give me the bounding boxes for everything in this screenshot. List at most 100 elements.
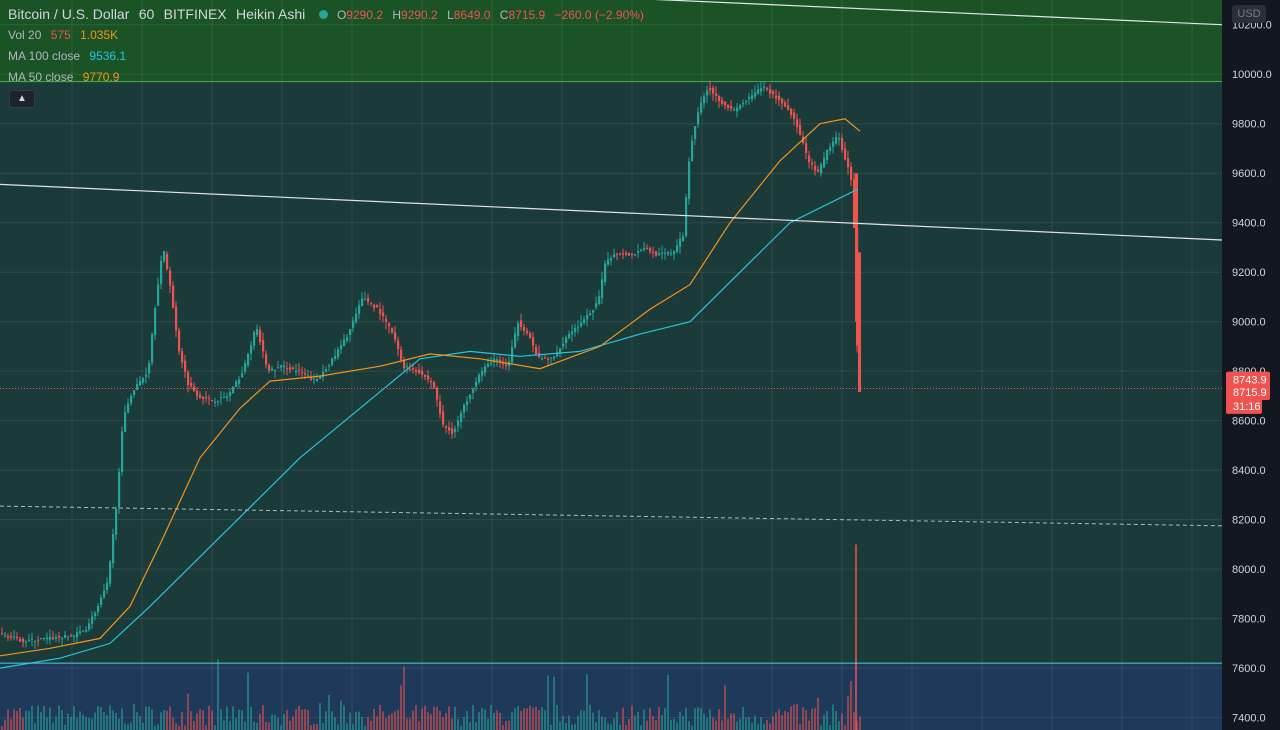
candle-body bbox=[469, 394, 472, 400]
volume-bar bbox=[13, 709, 15, 730]
candle-body bbox=[589, 313, 592, 316]
volume-bar bbox=[526, 708, 528, 730]
volume-bar bbox=[685, 707, 687, 730]
vol-label: Vol 20 bbox=[8, 28, 42, 42]
candle-body bbox=[448, 427, 451, 431]
volume-bar bbox=[313, 724, 315, 730]
volume-bar bbox=[481, 708, 483, 730]
volume-bar bbox=[166, 710, 168, 730]
volume-bar bbox=[781, 715, 783, 730]
candle-body bbox=[37, 639, 40, 641]
candle-body bbox=[685, 197, 688, 236]
volume-bar bbox=[325, 711, 327, 730]
ma50-indicator-row[interactable]: MA 50 close 9770.9 bbox=[8, 68, 125, 86]
candle-body bbox=[781, 98, 784, 104]
vol-indicator-row[interactable]: Vol 20 575 1.035K bbox=[8, 26, 124, 44]
volume-bar bbox=[232, 706, 234, 730]
candle-body bbox=[664, 253, 667, 255]
candle-body bbox=[151, 334, 154, 363]
volume-bar bbox=[460, 725, 462, 730]
volume-bar bbox=[730, 713, 732, 730]
volume-bar bbox=[466, 710, 468, 730]
ohlc-low-key: L bbox=[447, 8, 454, 22]
volume-bar bbox=[655, 720, 657, 730]
volume-bar bbox=[772, 716, 774, 730]
candle-body bbox=[118, 471, 121, 508]
volume-bar bbox=[265, 721, 267, 730]
volume-bar bbox=[793, 704, 795, 730]
candle-body bbox=[337, 349, 340, 358]
collapse-legend-button[interactable]: ▲ bbox=[9, 90, 35, 108]
volume-bar bbox=[145, 706, 147, 730]
volume-bar bbox=[307, 710, 309, 730]
volume-bar bbox=[700, 708, 702, 730]
volume-bar bbox=[805, 710, 807, 730]
candle-body bbox=[739, 105, 742, 109]
price-axis-background bbox=[1222, 0, 1280, 730]
candle-body bbox=[289, 367, 292, 370]
vol-value-2: 1.035K bbox=[80, 28, 119, 42]
candle-body bbox=[703, 96, 706, 104]
volume-bar bbox=[502, 725, 504, 730]
candle-body bbox=[709, 87, 712, 91]
volume-bar bbox=[253, 721, 255, 730]
volume-bar bbox=[388, 715, 390, 730]
volume-bar bbox=[226, 706, 228, 730]
volume-bar bbox=[523, 708, 525, 730]
candle-body bbox=[592, 309, 595, 313]
candle-body bbox=[160, 260, 163, 285]
volume-bar bbox=[241, 710, 243, 730]
candle-body bbox=[340, 345, 343, 350]
volume-bar bbox=[559, 721, 561, 730]
candle-body bbox=[817, 169, 820, 172]
candle-body bbox=[616, 253, 619, 255]
interval-label[interactable]: 60 bbox=[138, 6, 155, 22]
candle-body bbox=[385, 318, 388, 322]
volume-bar bbox=[142, 722, 144, 730]
currency-badge[interactable]: USD bbox=[1232, 5, 1266, 23]
candle-body bbox=[838, 138, 841, 140]
candle-body bbox=[619, 253, 622, 255]
volume-bar bbox=[517, 706, 519, 730]
volume-bar bbox=[139, 715, 141, 730]
y-tick-label: 9400.0 bbox=[1232, 218, 1266, 230]
volume-bar bbox=[529, 705, 531, 730]
chart-style-label[interactable]: Heikin Ashi bbox=[236, 6, 306, 22]
volume-bar bbox=[850, 681, 852, 730]
volume-bar bbox=[178, 725, 180, 730]
candle-body bbox=[259, 329, 262, 343]
volume-bar bbox=[532, 707, 534, 730]
candle-body bbox=[766, 87, 769, 90]
volume-bar bbox=[169, 706, 171, 730]
volume-bar bbox=[274, 714, 276, 730]
volume-bar bbox=[58, 705, 60, 730]
candle-body bbox=[580, 322, 583, 327]
volume-bar bbox=[199, 709, 201, 730]
volume-bar bbox=[475, 722, 477, 730]
candle-body bbox=[562, 343, 565, 347]
volume-bar bbox=[118, 718, 120, 730]
candle-body bbox=[361, 298, 364, 306]
volume-bar bbox=[367, 716, 369, 730]
y-tick-label: 8200.0 bbox=[1232, 515, 1266, 527]
candle-body bbox=[858, 252, 861, 392]
candle-body bbox=[112, 534, 115, 564]
candle-body bbox=[379, 308, 382, 315]
ma100-indicator-row[interactable]: MA 100 close 9536.1 bbox=[8, 47, 132, 65]
volume-bar bbox=[373, 708, 375, 730]
symbol-title[interactable]: Bitcoin / U.S. Dollar bbox=[8, 6, 130, 22]
y-tick-label: 8400.0 bbox=[1232, 465, 1266, 477]
candle-body bbox=[124, 412, 127, 432]
volume-bar bbox=[346, 723, 348, 730]
volume-bar bbox=[361, 716, 363, 730]
dashed-level-line bbox=[0, 505, 1223, 527]
candle-body bbox=[673, 251, 676, 255]
volume-bar bbox=[400, 685, 402, 730]
ma50-line bbox=[0, 118, 861, 657]
candle-body bbox=[199, 395, 202, 398]
candle-body bbox=[106, 582, 109, 590]
candle-body bbox=[46, 637, 49, 640]
volume-bar bbox=[757, 723, 759, 730]
